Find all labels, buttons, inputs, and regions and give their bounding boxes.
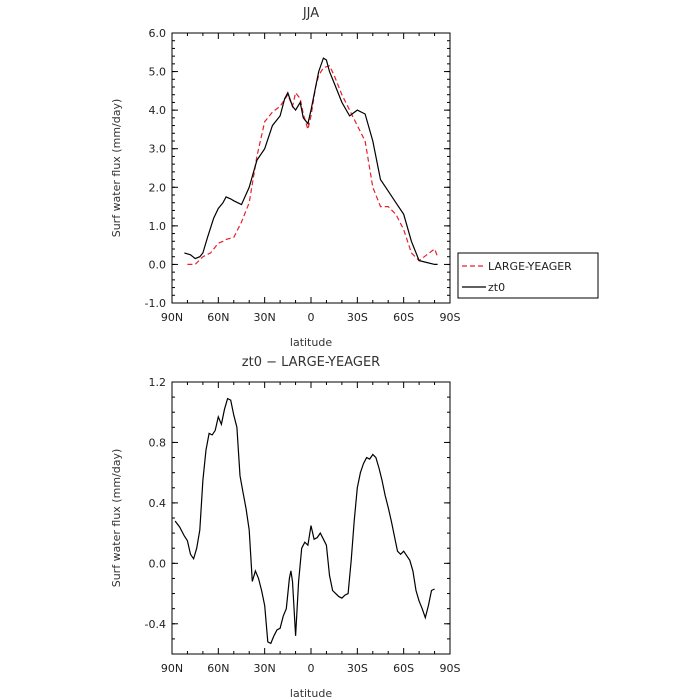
top-y-axis-label: Surf water flux (mm/day) [110, 99, 123, 238]
y-tick-label: 0.0 [149, 258, 167, 271]
bottom-panel: zt0 − LARGE-YEAGER latitude Surf water f… [110, 355, 461, 700]
x-tick-label: 30N [254, 311, 276, 324]
bottom-plot-frame [171, 381, 451, 655]
bottom-x-axis-label: latitude [290, 687, 332, 700]
bottom-series [174, 397, 435, 645]
bottom-ticks: 90N 60N 30N 0 30S 60S 90S -0.4 0.0 0.4 0.8 1.2 [145, 376, 461, 675]
legend: LARGE-YEAGER zt0 [457, 252, 599, 299]
top-panel: JJA latitude Surf water flux (mm/day) 90… [110, 6, 461, 349]
x-tick-label: 90S [440, 662, 461, 675]
y-tick-label: 2.0 [149, 181, 167, 194]
y-tick-label: 1.0 [149, 220, 167, 233]
series-line-large-yeager [187, 65, 439, 265]
x-tick-label: 60S [393, 311, 414, 324]
y-tick-label: 6.0 [149, 27, 167, 40]
x-tick-label: 60N [207, 662, 229, 675]
series-line-zt0-large-yeager [174, 397, 435, 645]
legend-label-zt0: zt0 [488, 281, 505, 294]
bottom-chart-title: zt0 − LARGE-YEAGER [242, 355, 380, 370]
x-tick-label: 60S [393, 662, 414, 675]
x-tick-label: 30S [347, 311, 368, 324]
top-plot-frame [171, 32, 451, 304]
x-tick-label: 60N [207, 311, 229, 324]
y-tick-label: 0.0 [149, 557, 167, 570]
bottom-y-axis-label: Surf water flux (mm/day) [110, 449, 123, 588]
legend-label-large-yeager: LARGE-YEAGER [488, 260, 572, 273]
y-tick-label: 5.0 [149, 66, 167, 79]
y-tick-label: 3.0 [149, 143, 167, 156]
y-tick-label: 0.8 [149, 436, 167, 449]
x-tick-label: 30N [254, 662, 276, 675]
top-series [184, 57, 439, 265]
y-tick-label: -0.4 [145, 618, 166, 631]
x-tick-label: 90N [161, 311, 183, 324]
y-tick-label: 0.4 [149, 497, 167, 510]
top-chart-title: JJA [302, 6, 319, 21]
x-tick-label: 0 [308, 311, 315, 324]
x-tick-label: 90S [440, 311, 461, 324]
top-x-axis-label: latitude [290, 336, 332, 349]
x-tick-label: 90N [161, 662, 183, 675]
y-tick-label: -1.0 [145, 297, 166, 310]
top-ticks: 90N 60N 30N 0 30S 60S 90S -1.0 0.0 1.0 2.0 3.0 4.0 5.… [145, 27, 461, 324]
y-tick-label: 1.2 [149, 376, 167, 389]
x-tick-label: 30S [347, 662, 368, 675]
legend-box [457, 252, 599, 299]
series-line-zt0 [184, 57, 438, 265]
x-tick-label: 0 [308, 662, 315, 675]
y-tick-label: 4.0 [149, 104, 167, 117]
